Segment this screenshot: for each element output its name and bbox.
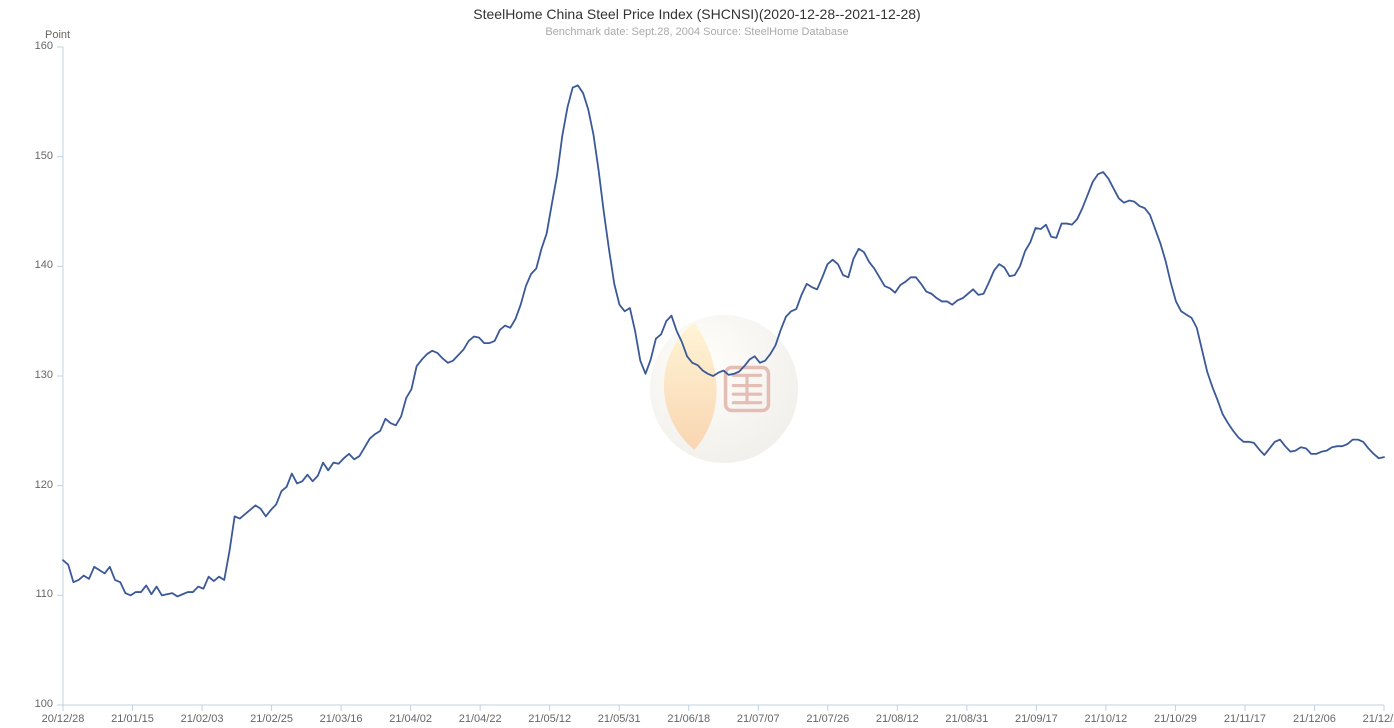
- y-tick-label: 110: [35, 588, 53, 600]
- x-tick-label: 21/12/06: [1293, 713, 1336, 725]
- x-tick-label: 21/04/02: [389, 713, 432, 725]
- x-tick-label: 21/01/15: [111, 713, 154, 725]
- chart-container: SteelHome China Steel Price Index (SHCNS…: [0, 0, 1394, 728]
- x-tick-label: 21/04/22: [459, 713, 502, 725]
- x-tick-label: 20/12/28: [42, 713, 85, 725]
- x-tick-label: 21/02/25: [250, 713, 293, 725]
- x-tick-label: 21/07/07: [737, 713, 780, 725]
- x-tick-label: 21/05/31: [598, 713, 641, 725]
- y-tick-label: 100: [35, 698, 53, 710]
- x-tick-label: 21/07/26: [806, 713, 849, 725]
- x-tick-label: 21/12/28: [1363, 713, 1394, 725]
- y-tick-label: 140: [35, 259, 53, 271]
- x-tick-label: 21/10/12: [1084, 713, 1127, 725]
- x-tick-label: 21/03/16: [320, 713, 363, 725]
- x-tick-label: 21/11/17: [1224, 713, 1266, 725]
- y-tick-label: 150: [35, 150, 53, 162]
- x-tick-label: 21/02/03: [181, 713, 224, 725]
- x-tick-label: 21/09/17: [1015, 713, 1058, 725]
- x-tick-label: 21/08/12: [876, 713, 919, 725]
- chart-svg: [0, 0, 1394, 728]
- x-tick-label: 21/10/29: [1154, 713, 1197, 725]
- y-tick-label: 160: [35, 40, 53, 52]
- x-tick-label: 21/08/31: [945, 713, 988, 725]
- y-tick-label: 130: [35, 369, 53, 381]
- x-tick-label: 21/06/18: [667, 713, 710, 725]
- y-tick-label: 120: [35, 479, 53, 491]
- x-tick-label: 21/05/12: [528, 713, 571, 725]
